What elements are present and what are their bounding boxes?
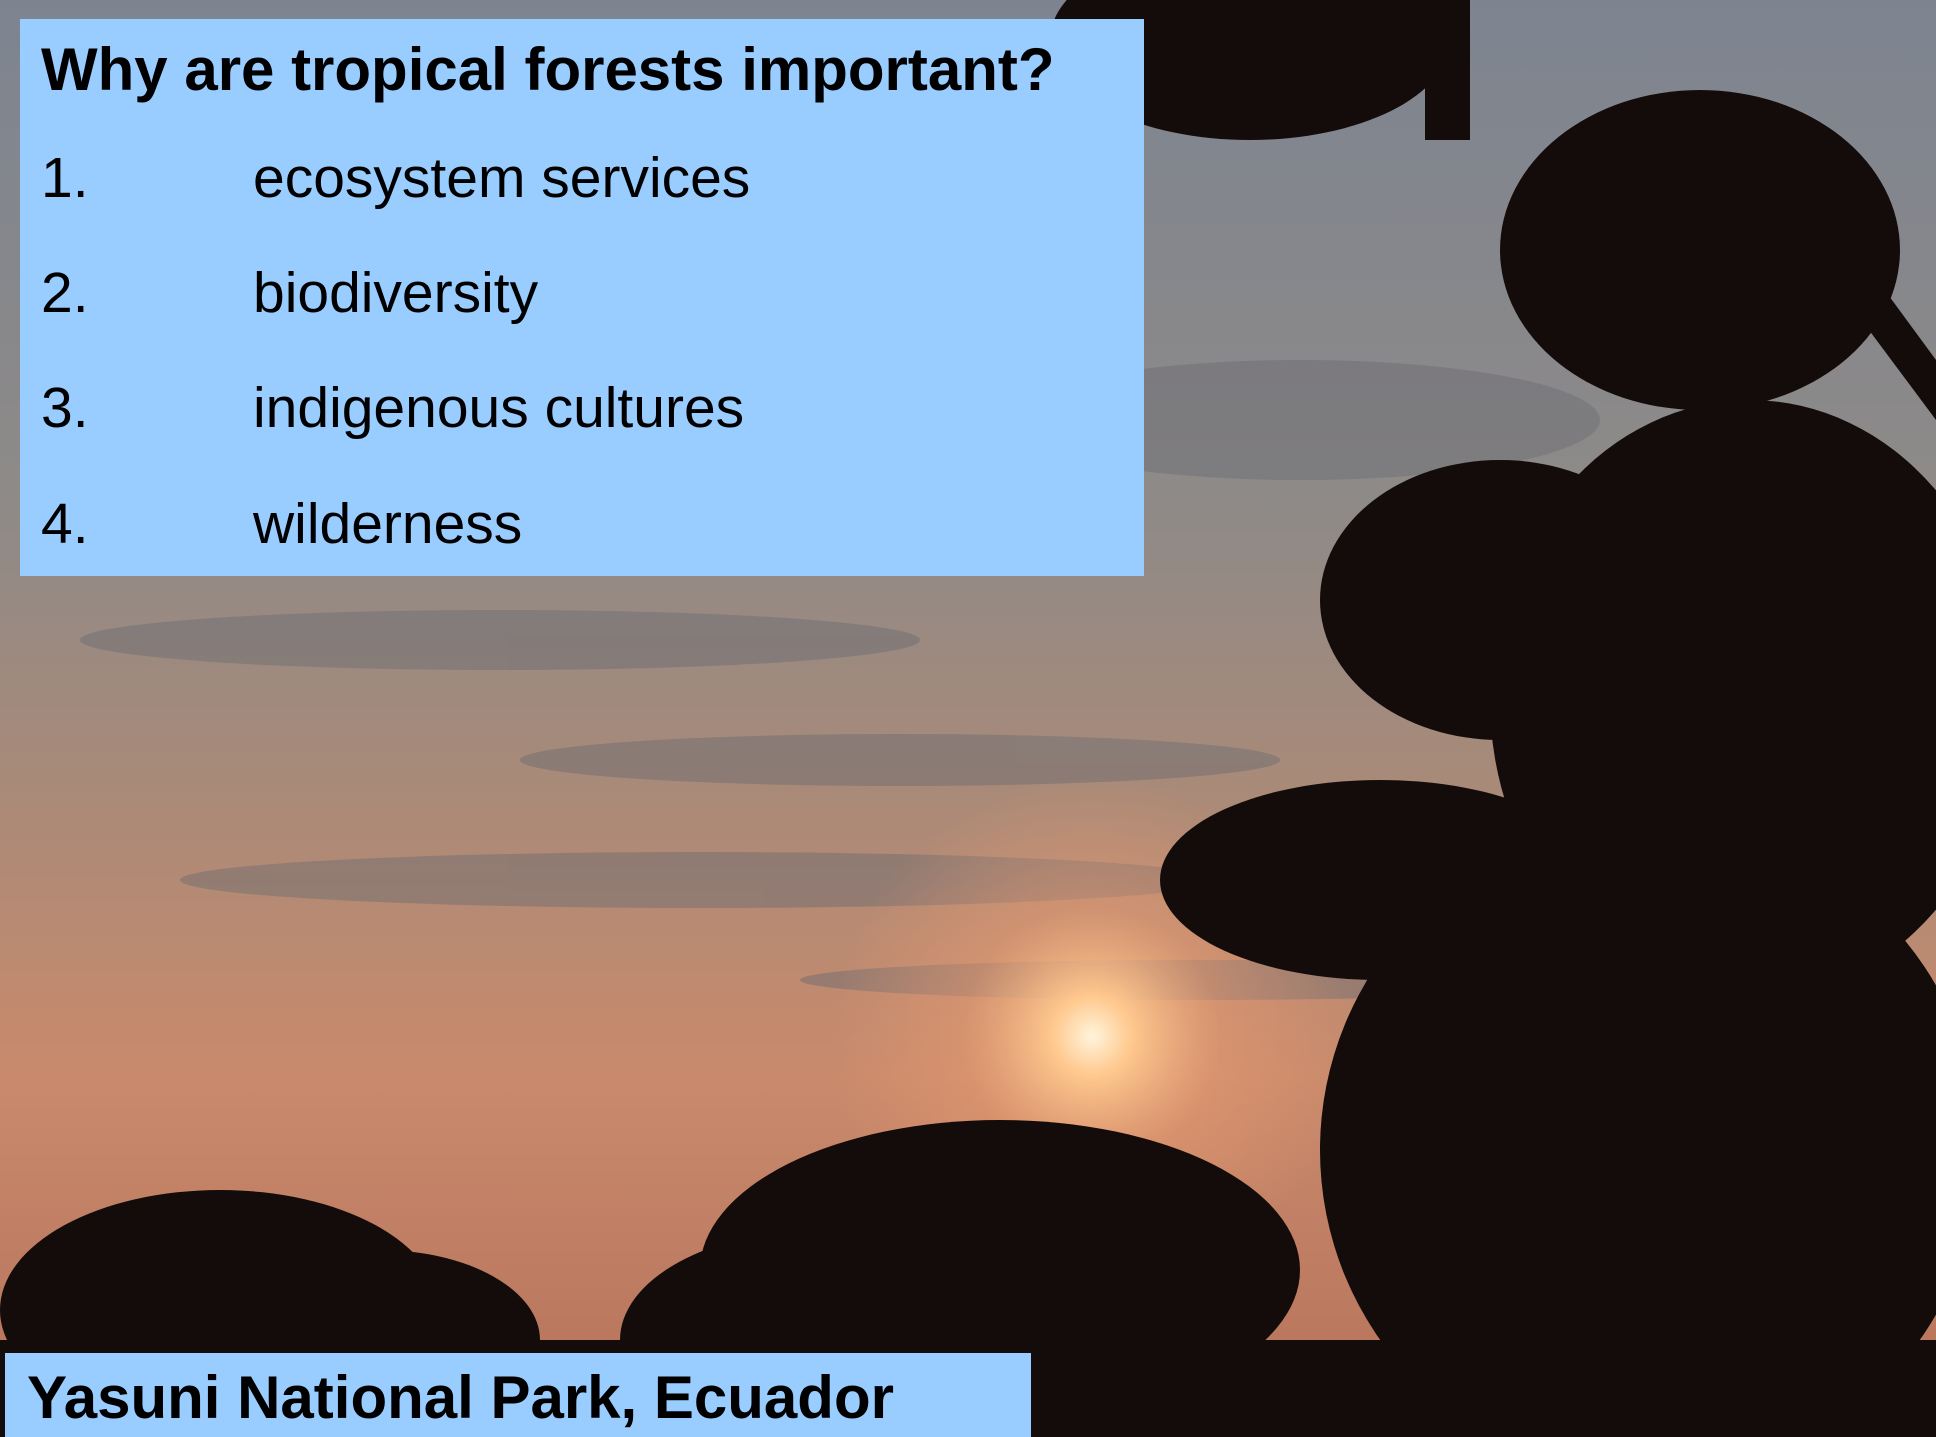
question-box: Why are tropical forests important? 1. e… xyxy=(20,19,1144,576)
item-text: ecosystem services xyxy=(253,145,750,211)
slide-title: Why are tropical forests important? xyxy=(41,35,1055,104)
item-number: 2. xyxy=(41,260,89,326)
item-number: 3. xyxy=(41,375,89,441)
item-text: biodiversity xyxy=(253,260,538,326)
item-number: 1. xyxy=(41,145,89,211)
slide: Why are tropical forests important? 1. e… xyxy=(0,0,1936,1437)
item-number: 4. xyxy=(41,491,89,557)
item-text: wilderness xyxy=(253,491,522,557)
caption-box: Yasuni National Park, Ecuador xyxy=(5,1353,1031,1437)
item-text: indigenous cultures xyxy=(253,375,744,441)
caption: Yasuni National Park, Ecuador xyxy=(27,1363,894,1432)
